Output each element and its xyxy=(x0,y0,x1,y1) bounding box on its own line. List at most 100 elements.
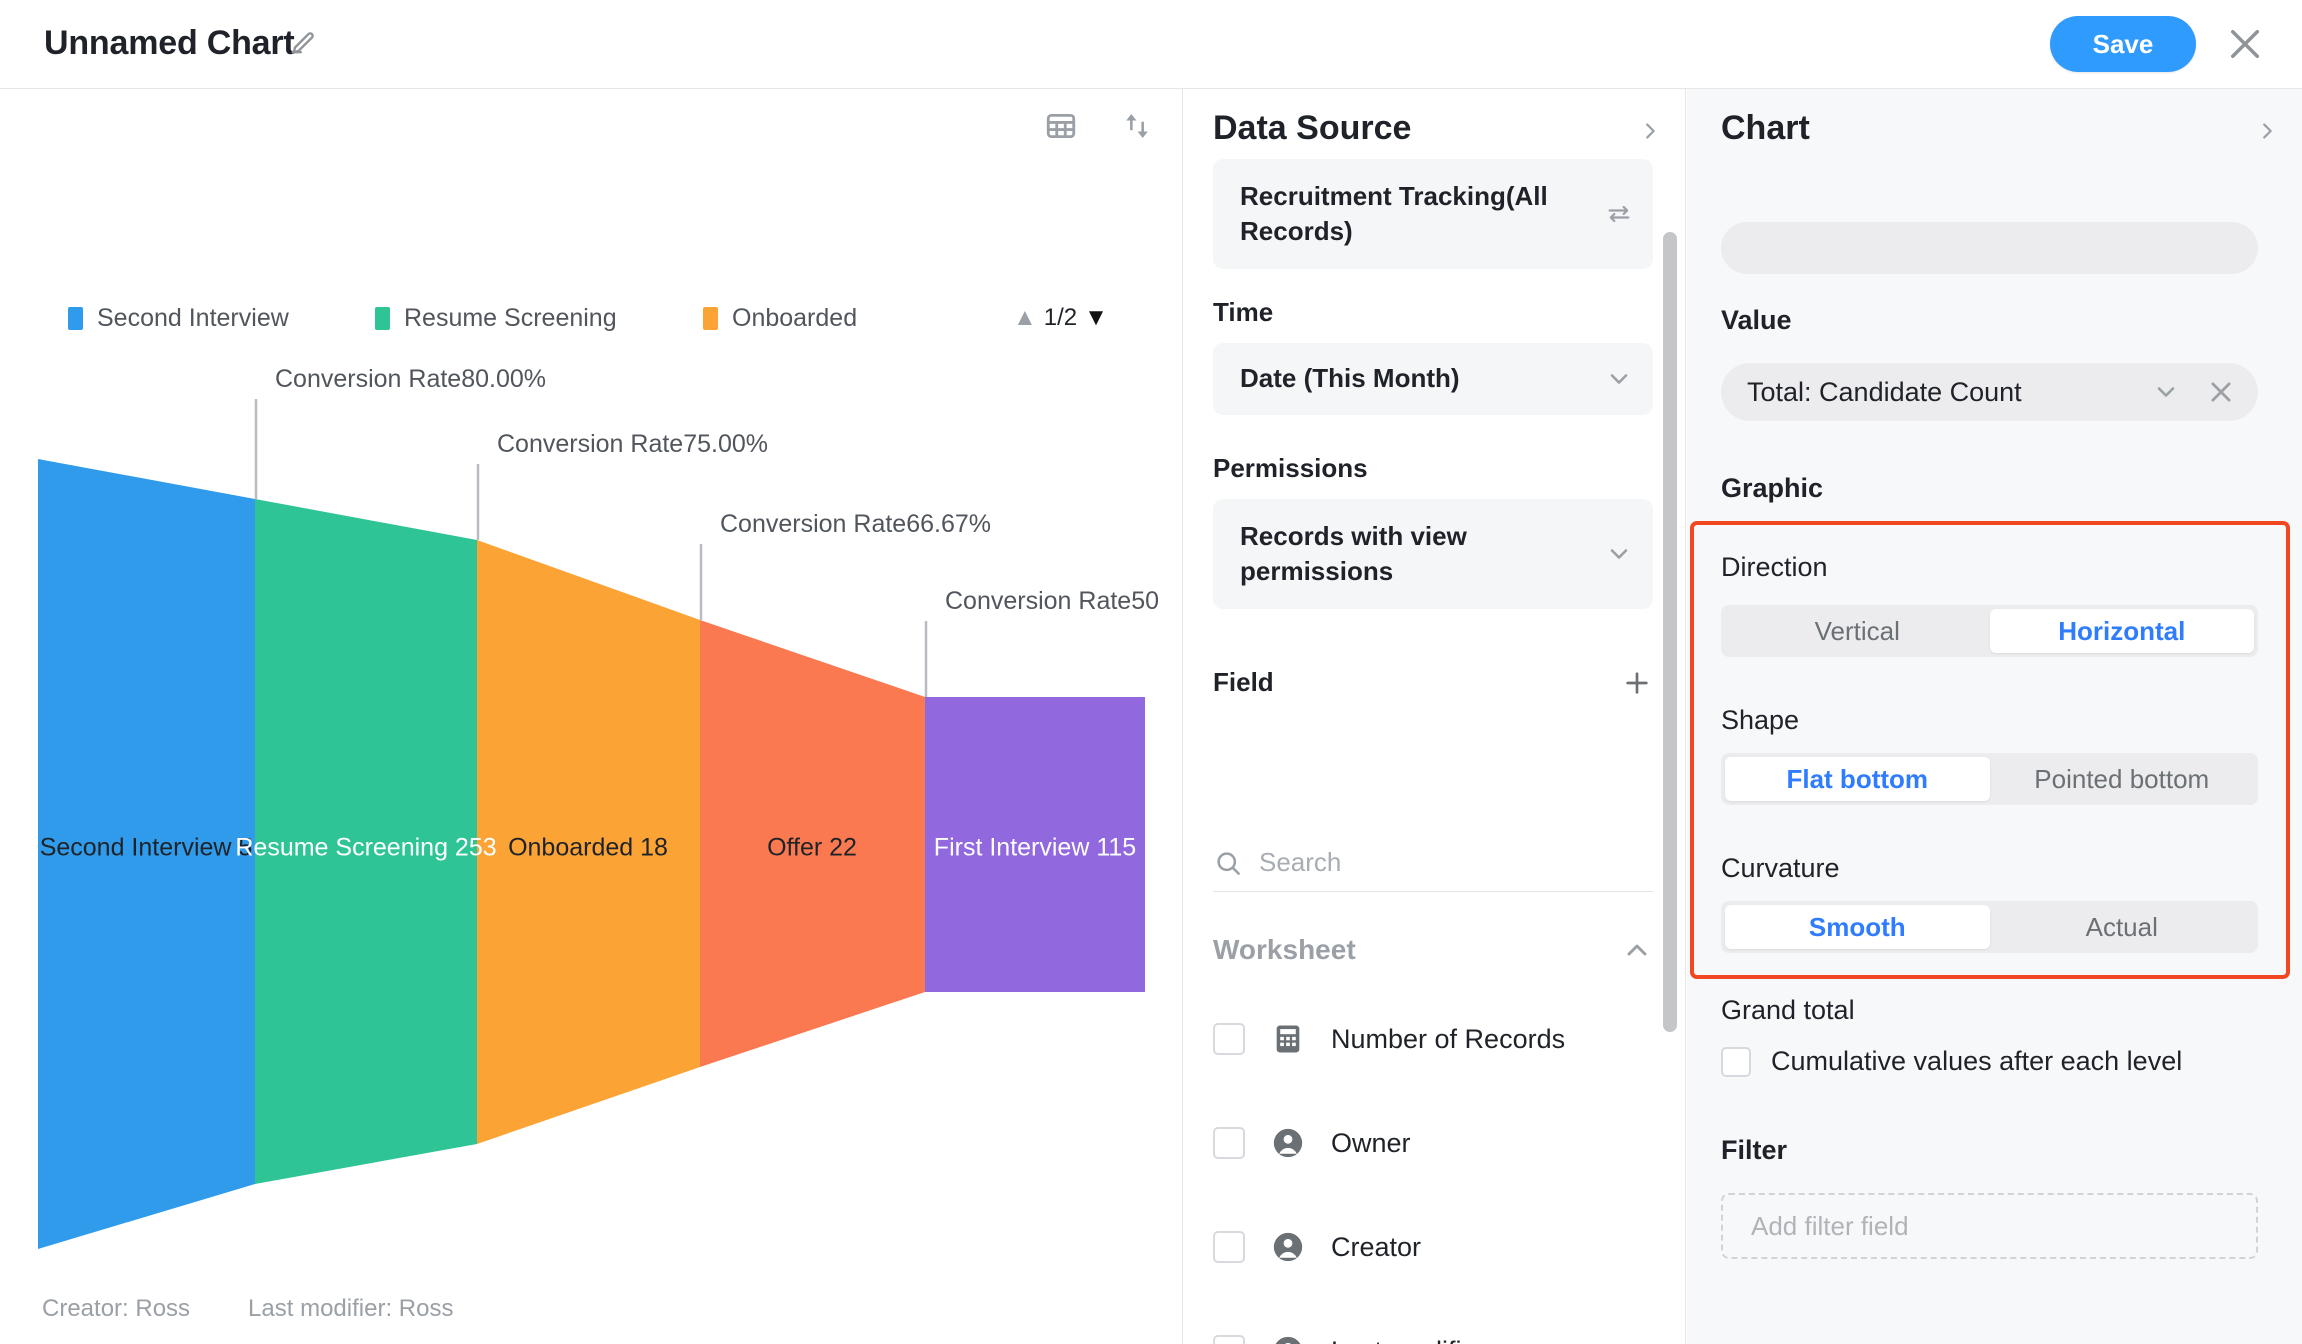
table-view-icon[interactable] xyxy=(1044,109,1078,143)
value-field-name: Total: Candidate Count xyxy=(1747,376,2022,407)
chevron-down-icon[interactable] xyxy=(1605,540,1633,568)
shape-option-flat-bottom[interactable]: Flat bottom xyxy=(1725,757,1990,801)
add-filter-field-dropzone[interactable]: Add filter field xyxy=(1721,1193,2258,1259)
top-bar: Unnamed Chart Save xyxy=(0,0,2302,89)
list-item[interactable]: Last modifier xyxy=(1213,1313,1653,1344)
legend-page-indicator: 1/2 xyxy=(1043,304,1078,331)
field-search-row[interactable] xyxy=(1213,834,1653,892)
search-icon xyxy=(1217,851,1240,875)
triangle-down-icon[interactable]: ▼ xyxy=(1084,304,1108,331)
shape-label: Shape xyxy=(1721,705,1800,735)
field-checkbox[interactable] xyxy=(1213,1127,1245,1159)
field-name: Creator xyxy=(1331,1231,1422,1262)
funnel-chart[interactable]: Conversion Rate80.00% Conversion Rate75.… xyxy=(0,344,1183,1334)
direction-option-horizontal[interactable]: Horizontal xyxy=(1989,609,2254,653)
pencil-icon[interactable] xyxy=(288,30,316,58)
chevron-up-icon[interactable] xyxy=(1621,934,1653,966)
curvature-option-smooth[interactable]: Smooth xyxy=(1725,905,1990,949)
direction-option-vertical[interactable]: Vertical xyxy=(1814,615,1900,646)
chart-toolbar xyxy=(1044,109,1154,143)
field-name: Last modifier xyxy=(1331,1336,1486,1344)
worksheet-section-header[interactable]: Worksheet xyxy=(1213,934,1653,966)
list-item[interactable]: Creator xyxy=(1213,1209,1653,1285)
conversion-label-1: Conversion Rate80.00% xyxy=(275,365,546,393)
chevron-right-icon[interactable] xyxy=(2256,120,2278,142)
value-section-label: Value xyxy=(1721,305,1792,335)
time-section-label: Time xyxy=(1213,297,1274,327)
triangle-up-icon[interactable]: ▲ xyxy=(1013,304,1037,331)
list-item[interactable]: Owner xyxy=(1213,1105,1653,1181)
legend-label: Resume Screening xyxy=(404,304,617,332)
chart-footer: Creator: Ross Last modifier: Ross xyxy=(0,1274,1182,1344)
data-source-pane: Data Source Recruitment Tracking(All Rec… xyxy=(1184,89,1686,1344)
legend-label: Onboarded xyxy=(732,304,858,332)
legend-swatch-resume-screening xyxy=(375,307,390,330)
curvature-segmented-control[interactable]: Smooth Actual xyxy=(1721,901,2258,953)
grand-total-label: Grand total xyxy=(1721,995,1855,1025)
cumulative-values-label: Cumulative values after each level xyxy=(1771,1046,2183,1076)
direction-segmented-control[interactable]: Vertical Horizontal xyxy=(1721,605,2258,657)
funnel-segment-offer[interactable] xyxy=(700,620,925,1067)
chart-config-pane: Chart xyxy=(1687,89,2302,1344)
scrolled-field-box-partial[interactable] xyxy=(1721,222,2258,274)
shape-segmented-control[interactable]: Flat bottom Pointed bottom xyxy=(1721,753,2258,805)
field-checkbox[interactable] xyxy=(1213,1023,1245,1055)
swap-arrows-icon[interactable] xyxy=(1605,200,1633,228)
direction-label: Direction xyxy=(1721,552,1828,582)
funnel-segment-first-interview[interactable] xyxy=(925,697,1145,992)
chevron-down-icon[interactable] xyxy=(1605,365,1633,393)
time-select[interactable]: Date (This Month) xyxy=(1213,343,1653,415)
chevron-right-icon[interactable] xyxy=(1639,120,1661,142)
funnel-segment-second-interview[interactable] xyxy=(38,459,255,1249)
filter-section-label: Filter xyxy=(1721,1135,1788,1165)
funnel-segment-label: Resume Screening 253 xyxy=(235,834,496,862)
graphic-section-label: Graphic xyxy=(1721,473,1824,503)
creator-text: Creator: Ross xyxy=(42,1295,191,1322)
shape-option-pointed-bottom[interactable]: Pointed bottom xyxy=(2034,763,2210,794)
permissions-select[interactable]: Records with view permissions xyxy=(1213,499,1653,609)
save-button[interactable]: Save xyxy=(2050,16,2196,72)
funnel-segment-resume-screening[interactable] xyxy=(255,499,477,1184)
close-icon[interactable] xyxy=(2224,23,2266,65)
conversion-label-4: Conversion Rate50 xyxy=(945,587,1159,615)
sort-arrows-icon[interactable] xyxy=(1120,109,1154,143)
data-pane-scrollbar[interactable] xyxy=(1663,232,1677,1032)
chart-legend: Second Interview Resume Screening Onboar… xyxy=(0,304,1182,344)
conversion-label-3: Conversion Rate66.67% xyxy=(720,510,991,538)
field-name: Owner xyxy=(1331,1127,1411,1158)
field-checkbox[interactable] xyxy=(1213,1231,1245,1263)
field-section-label: Field xyxy=(1213,667,1274,697)
cumulative-values-row[interactable]: Cumulative values after each level xyxy=(1721,1046,2182,1077)
curvature-option-actual[interactable]: Actual xyxy=(2085,911,2158,942)
cumulative-values-checkbox[interactable] xyxy=(1721,1046,1751,1077)
field-checkbox[interactable] xyxy=(1213,1335,1245,1344)
curvature-label: Curvature xyxy=(1721,853,1840,883)
legend-item[interactable]: Onboarded xyxy=(703,304,857,333)
close-icon[interactable] xyxy=(2206,377,2236,407)
value-field-pill[interactable]: Total: Candidate Count xyxy=(1721,363,2258,421)
data-source-heading: Data Source xyxy=(1213,109,1412,147)
funnel-segment-label: Onboarded 18 xyxy=(508,834,668,862)
funnel-segment-onboarded[interactable] xyxy=(477,540,700,1144)
legend-item[interactable]: Second Interview xyxy=(68,304,289,333)
legend-swatch-second-interview xyxy=(68,307,83,330)
funnel-segment-label: Offer 22 xyxy=(767,834,857,862)
field-name: Number of Records xyxy=(1331,1023,1566,1054)
conversion-label-2: Conversion Rate75.00% xyxy=(497,430,768,458)
chevron-down-icon[interactable] xyxy=(2152,378,2180,406)
person-icon xyxy=(1275,1336,1301,1344)
person-icon xyxy=(1273,1128,1303,1158)
list-item[interactable]: Number of Records xyxy=(1213,1001,1653,1077)
permissions-section-label: Permissions xyxy=(1213,453,1368,483)
legend-label: Second Interview xyxy=(97,304,289,332)
data-source-select[interactable]: Recruitment Tracking(All Records) xyxy=(1213,159,1653,269)
legend-pager: ▲ 1/2 ▼ xyxy=(1013,304,1108,332)
chart-preview-pane: Second Interview Resume Screening Onboar… xyxy=(0,89,1183,1344)
plus-icon[interactable] xyxy=(1621,667,1653,699)
person-icon xyxy=(1273,1232,1303,1262)
search-input[interactable] xyxy=(1259,847,1619,878)
funnel-segment-label: Second Interview 5 xyxy=(40,834,253,862)
chart-config-heading: Chart xyxy=(1721,109,1810,147)
legend-item[interactable]: Resume Screening xyxy=(375,304,617,333)
calculator-icon xyxy=(1276,1025,1300,1053)
